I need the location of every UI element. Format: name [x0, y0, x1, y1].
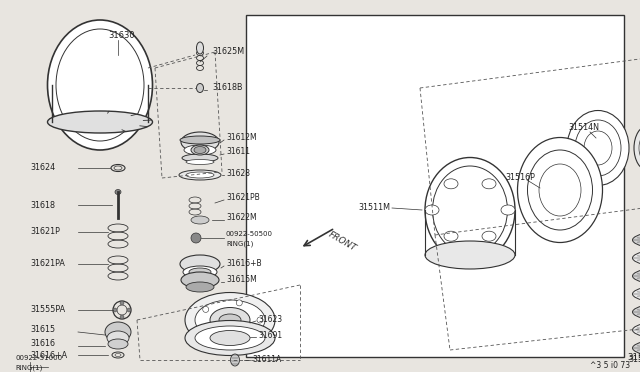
Text: 31616+B: 31616+B	[226, 260, 262, 269]
Ellipse shape	[482, 179, 496, 189]
Text: 31691: 31691	[258, 331, 282, 340]
Ellipse shape	[210, 330, 250, 346]
Ellipse shape	[185, 321, 275, 356]
Circle shape	[113, 308, 117, 312]
Circle shape	[203, 307, 209, 312]
Ellipse shape	[230, 354, 239, 366]
Ellipse shape	[195, 326, 265, 350]
Ellipse shape	[567, 110, 629, 186]
Ellipse shape	[444, 231, 458, 241]
Ellipse shape	[183, 266, 217, 278]
Text: 31630: 31630	[108, 31, 134, 39]
Circle shape	[191, 233, 201, 243]
Ellipse shape	[210, 308, 250, 333]
Text: 31611A: 31611A	[252, 356, 281, 365]
Ellipse shape	[433, 166, 508, 254]
Circle shape	[203, 328, 209, 334]
Circle shape	[120, 315, 124, 319]
Ellipse shape	[632, 319, 640, 341]
Ellipse shape	[425, 157, 515, 263]
Ellipse shape	[186, 172, 214, 178]
Ellipse shape	[181, 132, 219, 152]
Text: 31616: 31616	[30, 340, 55, 349]
Ellipse shape	[639, 133, 640, 163]
Text: 31621P: 31621P	[30, 228, 60, 237]
Ellipse shape	[518, 138, 602, 243]
Ellipse shape	[196, 42, 204, 54]
Ellipse shape	[179, 170, 221, 180]
Ellipse shape	[47, 111, 152, 133]
Ellipse shape	[107, 331, 129, 345]
Text: 31624: 31624	[30, 164, 55, 173]
Ellipse shape	[501, 205, 515, 215]
Text: 31628: 31628	[226, 169, 250, 177]
Text: 31510M: 31510M	[627, 353, 640, 362]
Bar	[246, 15, 624, 357]
Ellipse shape	[189, 268, 211, 276]
Ellipse shape	[632, 265, 640, 287]
Ellipse shape	[444, 179, 458, 189]
Ellipse shape	[47, 20, 152, 150]
Ellipse shape	[425, 241, 515, 269]
Text: 31615: 31615	[30, 326, 55, 334]
Text: 00922-50500: 00922-50500	[226, 231, 273, 237]
Text: 31514N: 31514N	[568, 124, 599, 132]
Text: 31618B: 31618B	[212, 83, 243, 93]
Circle shape	[120, 301, 124, 305]
Ellipse shape	[632, 229, 640, 251]
Text: 31625M: 31625M	[212, 48, 244, 57]
Ellipse shape	[632, 247, 640, 269]
Text: 31623: 31623	[258, 315, 282, 324]
Circle shape	[127, 308, 131, 312]
Ellipse shape	[632, 337, 640, 359]
Ellipse shape	[185, 292, 275, 347]
Text: 31615M: 31615M	[226, 276, 257, 285]
Text: 31621PA: 31621PA	[30, 260, 65, 269]
Text: 31612M: 31612M	[226, 134, 257, 142]
Ellipse shape	[191, 216, 209, 224]
Ellipse shape	[425, 205, 439, 215]
Ellipse shape	[181, 272, 219, 288]
Ellipse shape	[195, 300, 265, 340]
Ellipse shape	[56, 29, 144, 141]
Ellipse shape	[182, 154, 218, 162]
Text: 31616+A: 31616+A	[30, 350, 67, 359]
Circle shape	[236, 334, 243, 340]
Ellipse shape	[105, 322, 131, 342]
Ellipse shape	[180, 136, 220, 144]
Ellipse shape	[632, 283, 640, 305]
Circle shape	[236, 300, 243, 306]
Text: FRONT: FRONT	[326, 230, 358, 254]
Text: RING(1): RING(1)	[226, 241, 253, 247]
Text: 31621PB: 31621PB	[226, 193, 260, 202]
Text: 31622M: 31622M	[226, 214, 257, 222]
Ellipse shape	[180, 255, 220, 273]
Ellipse shape	[186, 282, 214, 292]
Text: 31529N: 31529N	[628, 356, 640, 365]
Ellipse shape	[219, 314, 241, 326]
Text: 31511M: 31511M	[358, 203, 390, 212]
Ellipse shape	[186, 160, 214, 164]
Ellipse shape	[184, 145, 216, 155]
Ellipse shape	[115, 189, 121, 195]
Text: 31516P: 31516P	[505, 173, 535, 183]
Circle shape	[257, 317, 263, 323]
Ellipse shape	[632, 301, 640, 323]
Text: 31555PA: 31555PA	[30, 305, 65, 314]
Ellipse shape	[194, 147, 206, 154]
Ellipse shape	[108, 339, 128, 349]
Ellipse shape	[482, 231, 496, 241]
Text: 31611: 31611	[226, 148, 250, 157]
Text: RING(1): RING(1)	[15, 365, 42, 371]
Text: 00922-51000: 00922-51000	[15, 355, 62, 361]
Ellipse shape	[196, 83, 204, 93]
Ellipse shape	[634, 125, 640, 170]
Text: 31618: 31618	[30, 201, 55, 209]
Ellipse shape	[191, 145, 209, 155]
Text: ^3 5 i0 73: ^3 5 i0 73	[590, 360, 630, 369]
